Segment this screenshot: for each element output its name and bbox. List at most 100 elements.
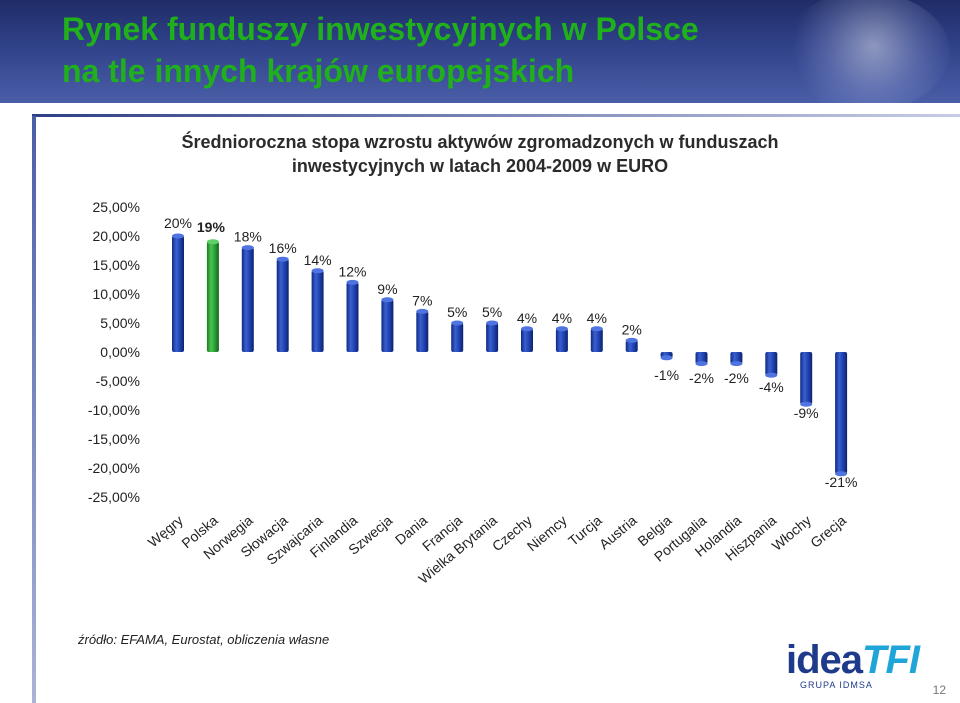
value-label: 19% [197, 219, 226, 235]
bar-18 [765, 352, 778, 378]
value-label: 4% [517, 310, 537, 326]
chart-title-line1: Średnioroczna stopa wzrostu aktywów zgro… [181, 132, 779, 152]
value-label: 9% [377, 281, 397, 297]
bar-body [765, 352, 778, 376]
globe-decoration [780, 0, 950, 103]
value-label: 4% [587, 310, 607, 326]
logo-subtitle: GRUPA IDMSA [800, 680, 873, 690]
bar-5 [311, 268, 324, 352]
bar-2 [206, 239, 219, 352]
y-tick-label: -10,00% [88, 402, 140, 418]
bar-body [311, 270, 324, 352]
chart-title: Średnioroczna stopa wzrostu aktywów zgro… [100, 130, 860, 178]
slide-title-line2: na tle innych krajów europejskich [62, 53, 575, 89]
bar-cap [835, 471, 848, 477]
bar-20 [835, 352, 848, 477]
bar-body [206, 241, 219, 352]
bar-cap [625, 337, 638, 343]
slide-title-line1: Rynek funduszy inwestycyjnych w Polsce [62, 11, 699, 47]
bar-cap [695, 361, 708, 367]
value-labels-group: 20% 19% 18% 16% 14% 12% 9% 7% 5% 5% 4% 4% 4% 2% -1% -2%… [164, 215, 857, 490]
bar-cap [311, 268, 324, 274]
panel-left-edge [32, 116, 36, 703]
bar-13 [590, 326, 603, 352]
value-label: -4% [759, 379, 784, 395]
bar-17 [730, 352, 743, 367]
bar-body [381, 299, 394, 352]
panel-top-edge [32, 114, 960, 117]
page-number: 12 [932, 683, 946, 697]
bar-16 [695, 352, 708, 367]
value-label: -9% [794, 405, 819, 421]
bar-cap [172, 233, 184, 239]
bar-body [590, 328, 603, 352]
bar-cap [381, 297, 394, 303]
bar-body [835, 352, 848, 474]
y-tick-label: 10,00% [93, 286, 140, 302]
value-label: 5% [447, 304, 467, 320]
value-label: 2% [622, 321, 642, 337]
content-panel [32, 116, 960, 703]
chart-title-line2: inwestycyjnych w latach 2004-2009 w EURO [291, 156, 669, 176]
bar-body [241, 247, 254, 352]
y-tick-label: -15,00% [88, 431, 140, 447]
company-logo: ideaTFI GRUPA IDMSA [786, 640, 936, 696]
bar-cap [346, 279, 359, 285]
x-tick-label: Austria [596, 512, 640, 552]
bar-body [486, 323, 499, 352]
value-label: 5% [482, 304, 502, 320]
bar-11 [521, 326, 533, 352]
bar-cap [241, 245, 254, 251]
source-note: źródło: EFAMA, Eurostat, obliczenia włas… [78, 632, 330, 647]
y-axis: 25,00% 20,00% 15,00% 10,00% 5,00% 0,00% -5,00%… [88, 199, 140, 505]
x-tick-label: Grecja [807, 512, 849, 551]
value-label: 7% [412, 292, 432, 308]
bar-8 [416, 308, 429, 352]
bar-cap [660, 355, 673, 361]
logo-part2: TFI [862, 638, 920, 682]
bar-cap [765, 372, 778, 378]
x-tick-label: Włochy [769, 512, 814, 554]
bar-cap [590, 326, 603, 332]
bar-body [800, 352, 813, 405]
y-tick-label: 25,00% [93, 199, 140, 215]
y-tick-label: 15,00% [93, 257, 140, 273]
bar-body [555, 328, 568, 352]
x-tick-label: Węgry [145, 512, 186, 550]
bar-1 [172, 233, 184, 352]
value-label: -1% [654, 367, 679, 383]
bar-14 [625, 337, 638, 352]
logo-part1: idea [786, 638, 863, 682]
bar-cap [416, 308, 429, 314]
bar-body [276, 259, 289, 352]
value-label: -21% [825, 474, 858, 490]
bar-cap [276, 256, 289, 262]
bar-body [521, 328, 533, 352]
bar-cap [206, 239, 219, 245]
bar-cap [451, 320, 464, 326]
slide-title: Rynek funduszy inwestycyjnych w Polsce n… [62, 8, 699, 92]
bar-7 [381, 297, 394, 352]
bar-6 [346, 279, 359, 352]
value-label: 18% [234, 229, 262, 245]
bars-group [172, 233, 848, 477]
bar-3 [241, 245, 254, 352]
y-tick-label: 5,00% [100, 315, 140, 331]
value-label: 4% [552, 310, 572, 326]
bar-cap [555, 326, 568, 332]
bar-15 [660, 352, 673, 361]
bar-cap [800, 401, 813, 407]
bar-cap [486, 320, 499, 326]
logo-wordmark: ideaTFI [786, 640, 936, 680]
bar-body [625, 340, 638, 352]
bar-body [451, 323, 464, 352]
value-label: 14% [304, 252, 332, 268]
bar-body [172, 236, 184, 352]
bar-body [346, 282, 359, 352]
value-label: -2% [724, 370, 749, 386]
bar-cap [730, 361, 743, 367]
bar-9 [451, 320, 464, 352]
y-tick-label: -20,00% [88, 460, 140, 476]
bar-10 [486, 320, 499, 352]
